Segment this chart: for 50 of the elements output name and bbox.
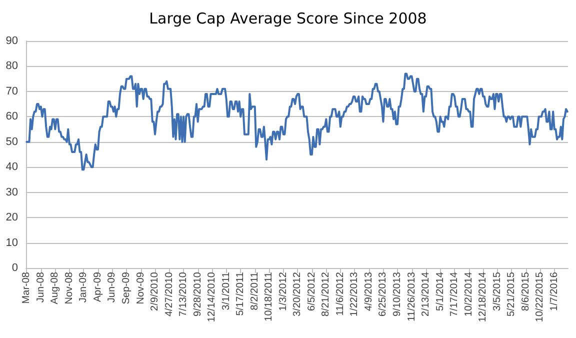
x-tick-label: 2/9/2010 <box>150 272 161 311</box>
chart-title: Large Cap Average Score Since 2008 <box>149 10 427 28</box>
x-tick-label: Mar-08 <box>21 272 32 304</box>
x-tick-label: 9/28/2010 <box>192 272 204 316</box>
x-tick-label: 1/22/2013 <box>349 272 360 316</box>
x-tick-label: Jun-09 <box>106 272 118 303</box>
y-tick-label: 10 <box>6 236 18 249</box>
x-tick-label: Nov-08 <box>64 272 75 304</box>
x-tick-label: Aug-08 <box>50 272 61 304</box>
y-tick-label: 50 <box>6 136 18 148</box>
x-tick-label: 5/21/2015 <box>506 272 518 316</box>
x-tick-label: 4/9/2013 <box>363 272 374 311</box>
x-tick-label: 11/26/2013 <box>406 272 418 322</box>
y-tick-label: 60 <box>6 110 18 123</box>
y-tick-label: 0 <box>12 262 18 274</box>
x-tick-label: Sep-09 <box>120 272 132 304</box>
x-tick-label: 9/10/2013 <box>392 272 403 316</box>
y-tick-label: 70 <box>6 85 18 98</box>
x-tick-label: 6/5/2012 <box>306 272 318 311</box>
x-tick-label: Nov-09 <box>135 272 146 304</box>
x-tick-label: 8/6/2015 <box>520 272 532 311</box>
x-tick-label: 5/1/2014 <box>434 272 446 311</box>
x-tick-label: 5/17/2011 <box>235 272 246 316</box>
x-tick-label: 8/2/2011 <box>249 272 260 310</box>
x-tick-label: 1/7/2016 <box>548 272 560 311</box>
x-tick-label: 8/21/2012 <box>320 272 332 316</box>
x-tick-label: 12/14/2010 <box>206 272 218 322</box>
x-tick-label: Jan-09 <box>78 272 90 303</box>
y-tick-label: 20 <box>6 212 18 224</box>
x-tick-label: 3/1/2011 <box>220 272 232 310</box>
y-tick-label: 40 <box>6 161 18 174</box>
x-tick-label: 10/18/2011 <box>264 272 275 322</box>
x-tick-label: 6/25/2013 <box>378 272 389 316</box>
x-tick-label: 1/3/2012 <box>278 272 289 311</box>
x-tick-label: 7/17/2014 <box>449 272 460 316</box>
x-tick-label: 3/20/2012 <box>292 272 304 316</box>
x-tick-label: 7/13/2010 <box>178 272 190 316</box>
x-tick-label: Jun-08 <box>35 272 46 303</box>
x-tick-label: 11/6/2012 <box>334 272 346 316</box>
x-tick-label: 3/5/2015 <box>492 272 503 311</box>
line-series <box>26 72 568 171</box>
x-tick-label: 2/13/2014 <box>420 272 432 316</box>
y-tick-label: 80 <box>6 60 18 72</box>
x-tick-label: Apr-09 <box>92 272 104 302</box>
x-tick-label: 10/22/2015 <box>534 272 546 322</box>
x-tick-label: 4/27/2010 <box>164 272 175 316</box>
x-tick-label: 12/18/2014 <box>478 272 489 322</box>
y-tick-label: 30 <box>6 186 18 198</box>
x-tick-label: 10/2/2014 <box>463 272 474 316</box>
y-tick-label: 90 <box>6 35 18 47</box>
